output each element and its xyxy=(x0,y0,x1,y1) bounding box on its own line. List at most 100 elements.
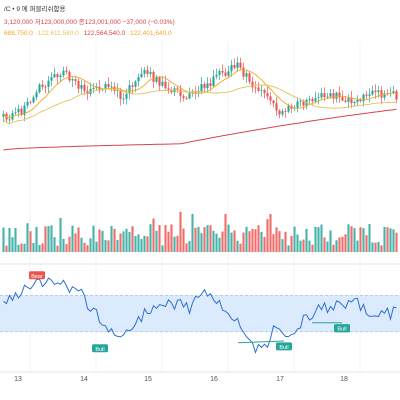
volume-bar xyxy=(146,236,149,252)
volume-bar xyxy=(374,242,377,252)
candle-body xyxy=(56,74,59,78)
candle-body xyxy=(221,70,224,73)
candle-body xyxy=(158,77,161,86)
divergence-line xyxy=(237,340,285,344)
candle-body xyxy=(314,98,317,102)
candle-body xyxy=(329,93,332,97)
volume-bar xyxy=(86,245,89,252)
volume-bar xyxy=(47,225,50,252)
volume-bar xyxy=(203,227,206,252)
candle-body xyxy=(362,94,365,102)
chart-header: /C • 9 에 퍼블리쉬함용 3,120,000 저123,000,000 종… xyxy=(0,0,400,42)
volume-bar xyxy=(368,223,371,252)
volume-bar xyxy=(305,228,308,252)
candle-body xyxy=(281,111,284,115)
volume-bar xyxy=(188,241,191,252)
volume-bar xyxy=(122,231,125,252)
candle-body xyxy=(209,83,212,86)
candle-body xyxy=(320,93,323,98)
volume-bar xyxy=(350,226,353,252)
candle-body xyxy=(143,70,146,74)
candle-body xyxy=(134,81,137,87)
volume-bar xyxy=(101,230,104,252)
volume-bar xyxy=(104,240,107,252)
candle-body xyxy=(224,72,227,76)
candle-body xyxy=(29,101,32,103)
volume-bar xyxy=(296,234,299,252)
volume-bar xyxy=(389,228,392,252)
candle-body xyxy=(263,90,266,94)
candle-body xyxy=(278,110,281,115)
volume-bar xyxy=(284,231,287,252)
volume-bar xyxy=(197,226,200,252)
candle-body xyxy=(32,97,35,103)
volume-bar xyxy=(311,244,314,252)
volume-bar xyxy=(92,225,95,252)
volume-bar xyxy=(155,230,158,252)
volume-bar xyxy=(20,243,23,252)
candle-body xyxy=(242,67,245,77)
volume-bar xyxy=(89,238,92,252)
volume-bar xyxy=(32,242,35,252)
candle-body xyxy=(218,70,221,75)
candle-body xyxy=(8,119,11,121)
volume-bar xyxy=(230,232,233,252)
ma-value-4: 122,401,640.0 xyxy=(130,30,172,37)
candle-body xyxy=(302,100,305,106)
moving-average-lines xyxy=(3,69,397,151)
candle-body xyxy=(65,70,68,72)
ma-value-3: 122,564,540.0 xyxy=(83,30,126,37)
volume-bar xyxy=(332,244,335,252)
volume-bar xyxy=(68,236,71,252)
volume-bar xyxy=(191,213,194,252)
volume-bar xyxy=(206,225,209,252)
candle-body xyxy=(92,88,95,89)
volume-bar xyxy=(239,243,242,252)
candle-body xyxy=(248,73,251,82)
x-tick-label: 17 xyxy=(276,376,284,383)
volume-bar xyxy=(74,233,77,252)
x-tick-label: 16 xyxy=(210,376,218,383)
candle-body xyxy=(368,94,371,96)
candle-body xyxy=(284,111,287,112)
volume-bar xyxy=(308,240,311,252)
volume-bar xyxy=(272,234,275,252)
candle-body xyxy=(125,93,128,99)
candle-body xyxy=(35,92,38,98)
bear-label xyxy=(29,271,45,280)
candle-body xyxy=(245,73,248,77)
candle-body xyxy=(104,83,107,90)
candle-body xyxy=(23,105,26,115)
candle-body xyxy=(230,64,233,72)
bull-label xyxy=(92,344,108,353)
x-tick-label: 18 xyxy=(340,376,348,383)
candle-body xyxy=(275,103,278,111)
volume-bar xyxy=(359,227,362,252)
candle-body xyxy=(140,73,143,78)
candle-body xyxy=(176,88,179,90)
candle-body xyxy=(59,75,62,78)
candle-body xyxy=(200,84,203,92)
candle-body xyxy=(107,83,110,87)
grid-lines xyxy=(0,42,400,373)
volume-bar xyxy=(17,244,20,252)
ma-value-1: 688,750.0 xyxy=(4,30,33,37)
volume-bar xyxy=(158,225,161,252)
volume-bar xyxy=(344,234,347,252)
volume-bar xyxy=(269,214,272,252)
volume-bar xyxy=(260,231,263,252)
candle-body xyxy=(179,89,182,97)
bull-label xyxy=(276,342,292,351)
candle-body xyxy=(119,89,122,100)
candle-body xyxy=(353,101,356,104)
volume-bar xyxy=(71,225,74,252)
candle-body xyxy=(371,90,374,95)
candle-body xyxy=(173,88,176,93)
volume-bar xyxy=(38,245,41,252)
volume-bar xyxy=(212,230,215,252)
candle-body xyxy=(83,85,86,91)
volume-bar xyxy=(227,224,230,252)
candle-body xyxy=(350,98,353,104)
volume-bar xyxy=(299,240,302,252)
